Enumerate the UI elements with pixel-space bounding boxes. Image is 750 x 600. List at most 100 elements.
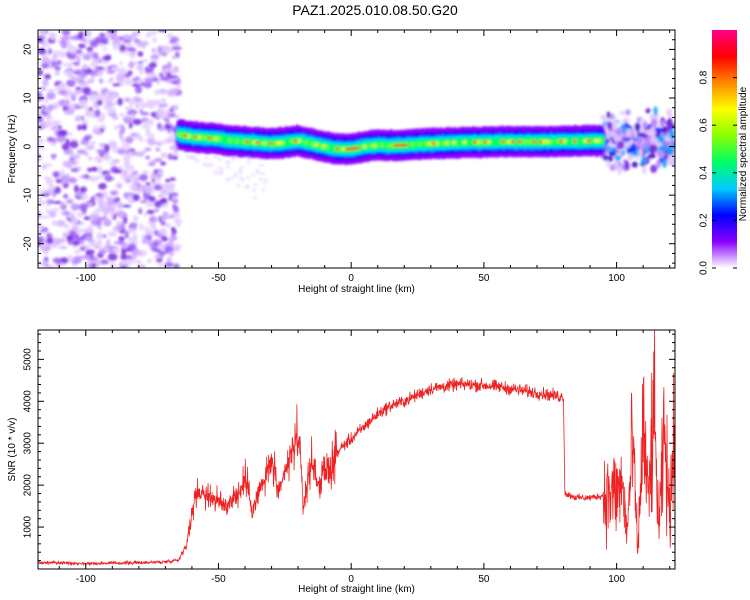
- noise-blob: [166, 33, 174, 39]
- noise-blob: [138, 68, 144, 75]
- noise-blob: [62, 160, 73, 168]
- noise-blob: [158, 244, 164, 252]
- turbulent-blob: [625, 109, 631, 116]
- noise-blob: [157, 106, 164, 114]
- noise-blob: [119, 44, 127, 52]
- noise-blob: [103, 104, 111, 110]
- noise-blob: [169, 88, 180, 94]
- noise-blob: [158, 72, 164, 78]
- noise-blob: [170, 80, 180, 85]
- ridge-peak: [600, 139, 606, 143]
- noise-blob: [154, 89, 159, 96]
- noise-blob: [251, 173, 256, 177]
- noise-blob: [88, 256, 99, 262]
- noise-blob: [122, 34, 131, 42]
- noise-blob: [132, 233, 138, 241]
- noise-blob: [149, 215, 158, 224]
- noise-blob: [171, 155, 179, 160]
- noise-blob: [171, 55, 177, 60]
- noise-blob: [160, 98, 166, 103]
- noise-blob: [132, 215, 139, 222]
- noise-blob: [129, 172, 136, 179]
- turbulent-blob: [611, 120, 619, 125]
- noise-blob: [45, 199, 55, 203]
- noise-blob: [116, 201, 124, 210]
- noise-blob: [55, 60, 62, 66]
- noise-blob: [69, 140, 79, 149]
- noise-blob: [244, 184, 249, 188]
- noise-blob: [90, 72, 97, 77]
- plot-frame: [37, 329, 676, 570]
- turbulent-blob: [658, 145, 667, 152]
- turbulent-blob: [606, 161, 611, 168]
- noise-blob: [112, 35, 121, 44]
- noise-blob: [154, 157, 163, 163]
- colorbar-tick-label: 0.2: [699, 213, 710, 227]
- noise-blob: [124, 72, 131, 78]
- ridge-peak: [293, 139, 299, 143]
- noise-blob: [213, 155, 218, 159]
- ridge-peak: [535, 140, 541, 144]
- noise-blob: [169, 107, 174, 113]
- ridge-peak: [531, 140, 537, 144]
- noise-blob: [82, 106, 91, 110]
- noise-blob: [247, 157, 252, 161]
- noise-blob: [195, 159, 200, 163]
- noise-blob: [170, 226, 176, 232]
- noise-blob: [145, 200, 155, 208]
- noise-blob: [38, 224, 44, 229]
- noise-blob: [91, 51, 97, 59]
- noise-blob: [166, 256, 172, 262]
- noise-blob: [112, 83, 121, 87]
- noise-blob: [127, 151, 135, 158]
- noise-blob: [160, 229, 167, 236]
- x-tick-label: 50: [478, 574, 490, 585]
- ridge-peak: [590, 139, 596, 143]
- noise-blob: [146, 209, 155, 215]
- noise-blob: [123, 217, 128, 224]
- noise-blob: [171, 244, 180, 252]
- ridge-peak: [586, 139, 592, 143]
- ridge-peak: [538, 140, 544, 144]
- x-tick-label: 0: [348, 273, 354, 284]
- noise-blob: [224, 160, 229, 164]
- noise-blob: [106, 208, 117, 212]
- noise-blob: [128, 227, 137, 234]
- noise-blob: [118, 212, 125, 218]
- noise-blob: [99, 259, 110, 265]
- noise-blob: [122, 40, 132, 44]
- noise-blob: [115, 220, 123, 226]
- noise-blob: [68, 254, 73, 262]
- noise-blob: [44, 189, 55, 195]
- noise-blob: [108, 161, 118, 166]
- noise-blob: [63, 110, 74, 115]
- noise-blob: [139, 137, 144, 143]
- turbulent-blob: [666, 108, 673, 118]
- noise-blob: [256, 171, 261, 175]
- noise-blob: [96, 99, 103, 106]
- noise-blob: [138, 108, 144, 113]
- noise-blob: [152, 77, 159, 82]
- noise-blob: [79, 186, 88, 193]
- noise-blob: [53, 200, 62, 205]
- noise-blob: [60, 169, 65, 176]
- noise-blob: [95, 92, 104, 101]
- noise-blob: [68, 61, 73, 70]
- noise-blob: [69, 35, 80, 41]
- noise-blob: [45, 115, 53, 120]
- turbulent-blob: [650, 164, 658, 174]
- noise-blob: [235, 183, 240, 187]
- noise-blob: [76, 211, 84, 218]
- noise-blob: [120, 242, 130, 248]
- noise-blob: [160, 220, 166, 226]
- noise-blob: [44, 120, 54, 127]
- turbulent-blob: [609, 164, 616, 171]
- noise-blob: [95, 65, 100, 74]
- noise-blob: [139, 173, 148, 182]
- noise-blob: [145, 155, 150, 160]
- y-tick-label: 0: [23, 143, 34, 149]
- noise-blob: [217, 157, 222, 161]
- noise-blob: [167, 135, 175, 141]
- noise-blob: [162, 46, 172, 54]
